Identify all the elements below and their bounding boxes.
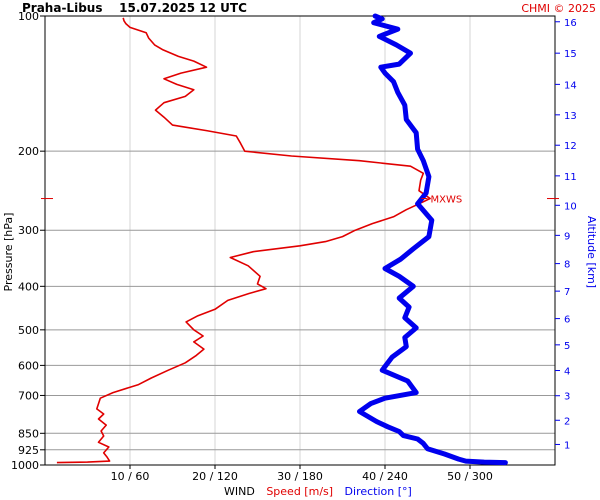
wind-tick-label: 40 / 240 bbox=[362, 470, 408, 483]
pressure-tick-label: 600 bbox=[18, 359, 39, 372]
wind-axis: 10 / 60 20 / 120 30 / 180 40 / 240 50 / 300 bbox=[111, 465, 493, 483]
altitude-tick-label: 9 bbox=[564, 231, 570, 242]
altitude-tick-label: 3 bbox=[564, 392, 570, 403]
pressure-tick-label: 100 bbox=[18, 10, 39, 23]
wind-axis-label: WIND Speed [m/s] Direction [°] bbox=[224, 485, 412, 498]
altitude-tick-label: 10 bbox=[564, 201, 577, 212]
altitude-tick-label: 4 bbox=[564, 367, 570, 378]
pressure-axis: 100 200 300 400 500 600 700 850 925 1000 bbox=[11, 10, 45, 472]
altitude-tick-label: 6 bbox=[564, 315, 570, 326]
pressure-tick-label: 300 bbox=[18, 224, 39, 237]
annotation-layer: MXWS bbox=[41, 195, 559, 206]
wind-tick-label: 10 / 60 bbox=[111, 470, 150, 483]
wind-axis-label-wind: WIND bbox=[224, 485, 255, 498]
altitude-tick-label: 5 bbox=[564, 341, 570, 352]
altitude-tick-label: 2 bbox=[564, 416, 570, 427]
altitude-tick-label: 16 bbox=[564, 18, 577, 29]
wind-tick-label: 30 / 180 bbox=[277, 470, 323, 483]
altitude-axis-label: Altitude [km] bbox=[585, 216, 598, 288]
wind-tick-label: 50 / 300 bbox=[447, 470, 493, 483]
pressure-tick-label: 1000 bbox=[11, 459, 39, 472]
chart-title: Praha-Libus 15.07.2025 12 UTC bbox=[22, 1, 247, 15]
speed-series-line bbox=[56, 17, 431, 464]
pressure-axis-label: Pressure [hPa] bbox=[2, 213, 15, 292]
altitude-tick-label: 15 bbox=[564, 49, 577, 60]
credit-label: CHMI © 2025 bbox=[521, 2, 596, 15]
wind-axis-label-direction: Direction [°] bbox=[345, 485, 412, 498]
series-layer bbox=[56, 13, 508, 466]
altitude-tick-label: 14 bbox=[564, 80, 577, 91]
wind-tick-label: 20 / 120 bbox=[192, 470, 238, 483]
altitude-tick-label: 8 bbox=[564, 260, 570, 271]
grid bbox=[45, 16, 555, 465]
pressure-tick-label: 850 bbox=[18, 427, 39, 440]
pressure-tick-label: 925 bbox=[18, 444, 39, 457]
pressure-tick-label: 400 bbox=[18, 280, 39, 293]
altitude-tick-label: 7 bbox=[564, 287, 570, 298]
wind-axis-label-speed: Speed [m/s] bbox=[266, 485, 333, 498]
direction-series-line bbox=[357, 13, 508, 466]
altitude-tick-label: 1 bbox=[564, 440, 570, 451]
pressure-tick-label: 500 bbox=[18, 324, 39, 337]
altitude-tick-label: 13 bbox=[564, 111, 577, 122]
altitude-tick-label: 12 bbox=[564, 141, 577, 152]
pressure-tick-label: 700 bbox=[18, 389, 39, 402]
altitude-tick-label: 11 bbox=[564, 172, 577, 183]
pressure-tick-label: 200 bbox=[18, 145, 39, 158]
mxws-label: MXWS bbox=[431, 195, 463, 206]
